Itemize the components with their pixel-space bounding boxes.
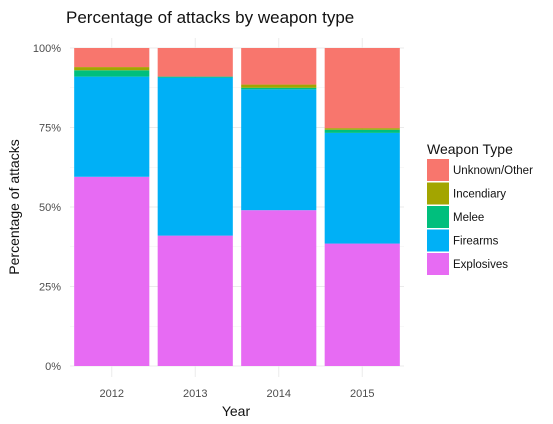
bar-segment-incendiary-2015 [324,128,400,130]
legend-label: Explosives [453,259,508,271]
bar-segment-unknown-other-2015 [324,48,400,129]
bar-segment-melee-2012 [74,70,150,77]
y-axis-title: Percentage of attacks [6,139,22,274]
bar-segment-incendiary-2014 [241,84,317,88]
legend-label: Incendiary [453,189,506,201]
x-tick-label: 2015 [350,388,374,400]
legend-label: Firearms [453,236,499,248]
bar-segment-melee-2014 [241,87,317,90]
legend-swatch-explosives [427,253,449,275]
bar-segment-explosives-2015 [324,243,400,366]
y-tick-label: 25% [39,282,61,294]
bar-segment-firearms-2012 [74,76,150,177]
bar-segment-explosives-2014 [241,210,317,366]
y-tick-label: 0% [45,361,61,373]
legend-swatch-incendiary [427,182,449,205]
legend-swatch-melee [427,206,449,228]
legend-label: Unknown/Other [453,165,533,177]
axis-layer: 0% 25% 50% 75% 100% 2012 2013 2014 2015 [33,43,375,400]
bar-layer [74,48,400,366]
x-axis-title: Year [222,403,251,419]
y-tick-label: 50% [39,202,61,214]
y-tick-label: 100% [33,43,61,55]
x-tick-label: 2013 [183,388,207,400]
y-tick-label: 75% [39,123,61,135]
legend-swatch-firearms [427,229,449,252]
bar-segment-firearms-2013 [157,77,233,236]
bar-segment-unknown-other-2014 [241,48,317,85]
legend-title: Weapon Type [427,141,513,157]
bar-segment-firearms-2015 [324,132,400,244]
chart-title: Percentage of attacks by weapon type [66,8,354,27]
bar-segment-melee-2015 [324,129,400,133]
legend-label: Melee [453,212,484,224]
bar-segment-explosives-2012 [74,176,150,366]
legend: Weapon Type Unknown/Other Incendiary Melee… [427,141,533,275]
x-tick-label: 2012 [100,388,124,400]
bar-segment-incendiary-2012 [74,67,150,71]
bar-segment-firearms-2014 [241,89,317,211]
bar-segment-explosives-2013 [157,235,233,366]
bar-segment-unknown-other-2012 [74,48,150,68]
legend-swatch-unknown-other [427,159,449,181]
bar-segment-melee-2013 [157,76,233,78]
bar-segment-unknown-other-2013 [157,48,233,77]
x-tick-label: 2014 [267,388,291,400]
